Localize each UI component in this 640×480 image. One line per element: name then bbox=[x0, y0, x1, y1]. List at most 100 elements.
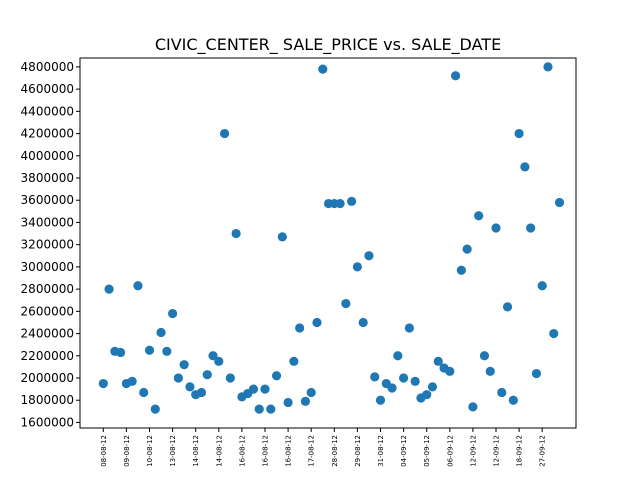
data-points bbox=[98, 62, 565, 414]
data-point bbox=[514, 128, 524, 139]
data-point bbox=[387, 383, 397, 393]
y-tick-label: 3000000 bbox=[21, 260, 74, 274]
data-point bbox=[173, 373, 183, 383]
data-point bbox=[508, 395, 518, 405]
data-point bbox=[445, 366, 455, 376]
data-point bbox=[150, 404, 160, 414]
x-tick-label: 05-09-12 bbox=[423, 435, 431, 467]
data-point bbox=[248, 384, 259, 394]
data-point bbox=[214, 356, 224, 366]
x-tick-label: 27-09-12 bbox=[539, 435, 547, 467]
data-point bbox=[462, 244, 472, 254]
data-point bbox=[410, 376, 420, 386]
y-tick-label: 1800000 bbox=[21, 393, 74, 407]
data-point bbox=[335, 198, 345, 209]
data-point bbox=[312, 317, 322, 328]
data-point bbox=[352, 262, 362, 272]
x-tick-label: 12-09-12 bbox=[469, 435, 477, 467]
data-point bbox=[474, 211, 484, 221]
data-point bbox=[231, 228, 241, 239]
y-tick-label: 3800000 bbox=[21, 171, 74, 185]
data-point bbox=[295, 323, 305, 333]
x-tick-label: 10-08-12 bbox=[146, 435, 154, 467]
data-point bbox=[127, 376, 137, 386]
data-point bbox=[358, 317, 368, 328]
y-tick-label: 2800000 bbox=[21, 282, 74, 296]
data-point bbox=[485, 366, 495, 376]
data-point bbox=[116, 347, 126, 358]
y-tick-label: 4600000 bbox=[21, 82, 74, 96]
data-point bbox=[341, 298, 351, 309]
data-point bbox=[168, 308, 178, 319]
plot-frame bbox=[79, 57, 577, 429]
x-tick-label: 04-09-12 bbox=[400, 435, 408, 467]
x-tick-label: 18-09-12 bbox=[516, 435, 524, 467]
x-tick-label: 09-08-12 bbox=[123, 435, 131, 467]
data-point bbox=[491, 223, 501, 233]
data-point bbox=[554, 197, 565, 208]
x-tick-label: 14-08-12 bbox=[215, 435, 223, 467]
x-axis: 08-08-12 09-08-12 10-08-12 13-08-12 14-08-12… bbox=[100, 428, 547, 467]
y-tick-label: 4400000 bbox=[21, 104, 74, 118]
data-point bbox=[104, 284, 114, 294]
y-tick-label: 2600000 bbox=[21, 304, 74, 318]
chart-title: CIVIC_CENTER_ SALE_PRICE vs. SALE_DATE bbox=[155, 35, 501, 55]
data-point bbox=[306, 387, 316, 398]
data-point bbox=[399, 373, 409, 383]
x-tick-label: 31-08-12 bbox=[377, 435, 385, 467]
data-point bbox=[202, 370, 212, 380]
data-point bbox=[468, 402, 478, 412]
data-point bbox=[260, 384, 270, 394]
x-tick-label: 29-08-12 bbox=[354, 435, 362, 467]
y-axis: 1600000 1800000 2000000 2200000 2400000 26000… bbox=[21, 60, 80, 429]
data-point bbox=[537, 281, 547, 291]
data-point bbox=[277, 232, 287, 242]
data-point bbox=[520, 162, 530, 172]
data-point bbox=[219, 128, 230, 139]
data-point bbox=[543, 62, 553, 72]
data-point bbox=[196, 387, 207, 398]
data-point bbox=[427, 382, 438, 392]
data-point bbox=[364, 251, 374, 261]
y-tick-label: 4000000 bbox=[21, 149, 74, 163]
data-point bbox=[98, 378, 108, 389]
data-point bbox=[318, 64, 328, 74]
data-point bbox=[404, 323, 414, 333]
data-point bbox=[347, 196, 357, 206]
data-point bbox=[393, 351, 403, 361]
data-point bbox=[162, 346, 172, 356]
data-point bbox=[271, 371, 282, 381]
data-point bbox=[156, 327, 166, 338]
y-tick-label: 3600000 bbox=[21, 193, 74, 207]
y-tick-label: 3400000 bbox=[21, 215, 74, 229]
data-point bbox=[133, 281, 143, 291]
data-point bbox=[450, 71, 461, 81]
data-point bbox=[179, 360, 189, 370]
data-point bbox=[549, 328, 559, 339]
y-tick-label: 3200000 bbox=[21, 238, 74, 252]
data-point bbox=[526, 223, 536, 233]
data-point bbox=[300, 396, 311, 406]
data-point bbox=[497, 387, 507, 398]
data-point bbox=[254, 404, 264, 414]
data-point bbox=[289, 356, 299, 366]
x-tick-label: 16-08-12 bbox=[238, 435, 246, 467]
data-point bbox=[266, 404, 276, 414]
data-point bbox=[433, 356, 443, 366]
data-point bbox=[139, 387, 149, 398]
x-tick-label: 16-08-12 bbox=[285, 435, 293, 467]
data-point bbox=[456, 265, 466, 275]
data-point bbox=[208, 351, 218, 361]
data-point bbox=[225, 373, 235, 383]
data-point bbox=[422, 390, 432, 400]
data-point bbox=[479, 351, 490, 361]
data-point bbox=[185, 382, 195, 392]
y-tick-label: 1600000 bbox=[21, 415, 74, 429]
data-point bbox=[144, 345, 155, 355]
x-tick-label: 17-08-12 bbox=[308, 435, 316, 467]
y-tick-label: 4800000 bbox=[21, 60, 74, 74]
x-tick-label: 16-08-12 bbox=[262, 435, 270, 467]
data-point bbox=[502, 302, 513, 312]
x-tick-label: 28-08-12 bbox=[331, 435, 339, 467]
